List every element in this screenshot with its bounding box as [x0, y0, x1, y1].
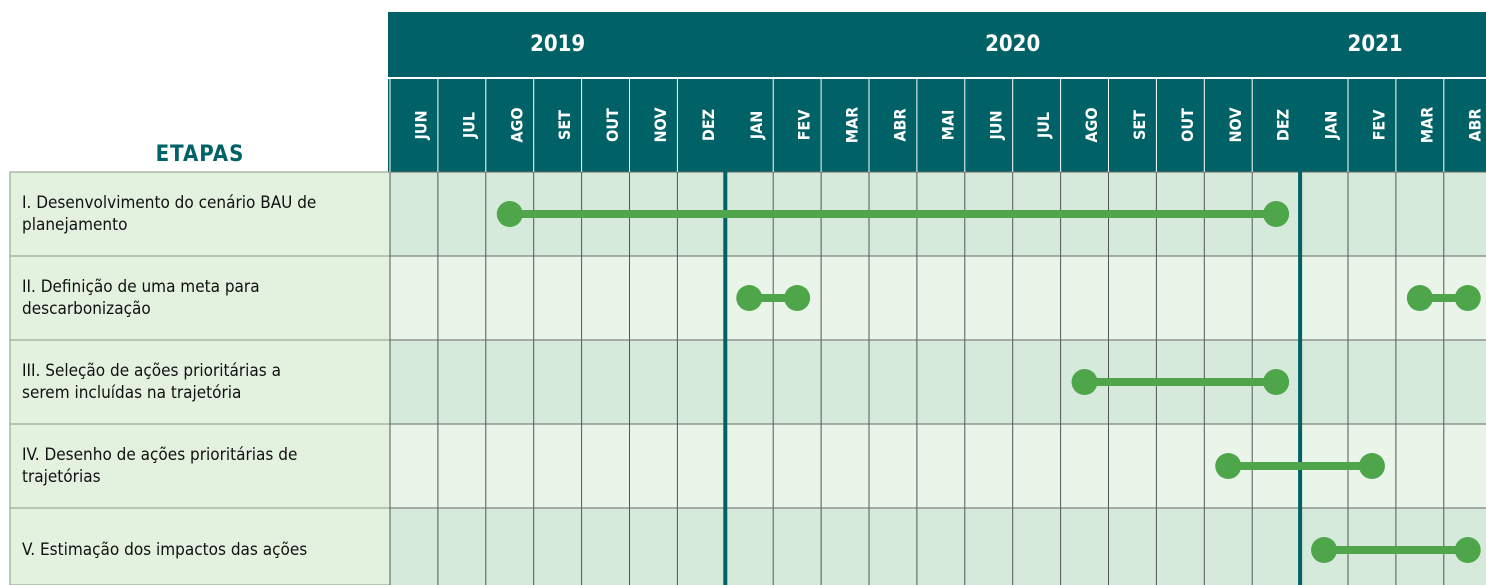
end-dot [1358, 453, 1385, 479]
month-label: DEZ [699, 109, 718, 141]
start-dot [1215, 453, 1242, 479]
month-label: JUL [1034, 112, 1053, 139]
end-dot [1263, 201, 1290, 227]
month-label: NOV [651, 107, 670, 143]
month-label: JUN [411, 110, 430, 140]
row-band [390, 256, 1486, 340]
month-label: ABR [1465, 108, 1484, 141]
start-dot [1406, 285, 1433, 311]
stage-label: IV. Desenho de ações prioritárias de [22, 445, 297, 465]
month-label: JUN [986, 110, 1005, 140]
month-label: OUT [1178, 108, 1197, 142]
label-cell [9, 423, 391, 509]
month-label: FEV [795, 109, 814, 141]
label-cell [9, 171, 391, 257]
month-label: OUT [603, 108, 622, 142]
start-dot [1071, 369, 1098, 395]
row-band [390, 340, 1486, 424]
month-label: MAR [1417, 107, 1436, 144]
end-dot [1454, 285, 1481, 311]
stage-label: III. Seleção de ações prioritárias a [22, 361, 281, 381]
month-label: JAN [747, 111, 766, 141]
stage-label: serem incluídas na trajetória [22, 383, 241, 403]
label-cell [9, 255, 391, 341]
stage-label: II. Definição de uma meta para [22, 277, 260, 297]
header-band [388, 12, 1486, 172]
month-label: MAR [843, 107, 862, 144]
month-label: FEV [1369, 109, 1388, 141]
month-label: SET [555, 110, 574, 140]
month-label: NOV [1226, 107, 1245, 143]
month-label: JUL [459, 112, 478, 139]
month-label: MAI [938, 110, 957, 141]
stage-label: planejamento [22, 215, 127, 235]
row-band [390, 508, 1486, 585]
start-dot [496, 201, 523, 227]
stage-label: I. Desenvolvimento do cenário BAU de [22, 193, 316, 213]
end-dot [1263, 369, 1290, 395]
stage-label: descarbonização [22, 299, 151, 319]
month-label: JAN [1322, 111, 1341, 141]
label-cell [9, 339, 391, 425]
end-dot [784, 285, 811, 311]
month-label: ABR [890, 108, 909, 141]
start-dot [1311, 537, 1338, 563]
month-label: AGO [507, 107, 526, 142]
stages-title: ETAPAS [156, 142, 245, 167]
year-label: 2021 [1348, 32, 1403, 57]
year-label: 2020 [985, 32, 1040, 57]
month-label: AGO [1082, 107, 1101, 142]
year-label: 2019 [530, 32, 585, 57]
start-dot [736, 285, 763, 311]
stage-label: V. Estimação dos impactos das ações [22, 540, 307, 560]
month-label: SET [1130, 110, 1149, 140]
end-dot [1454, 537, 1481, 563]
month-label: DEZ [1274, 109, 1293, 141]
stage-label: trajetórias [22, 467, 101, 487]
